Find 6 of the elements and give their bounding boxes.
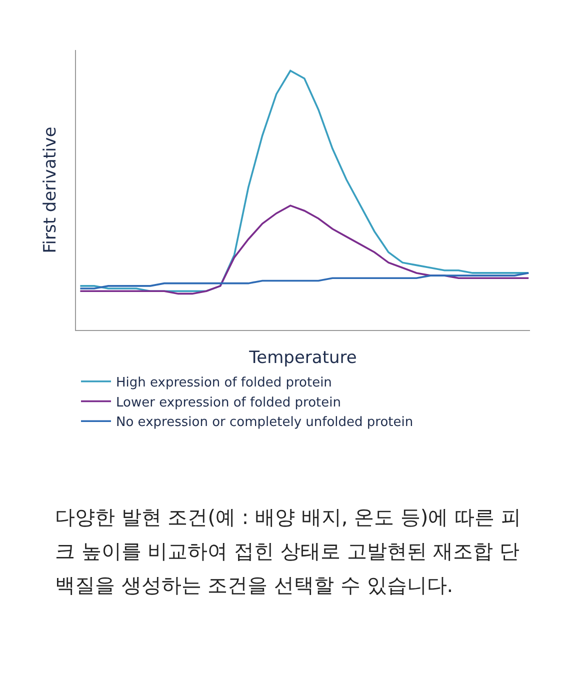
y-axis-title: First derivative — [40, 126, 61, 254]
legend-label: Lower expression of folded protein — [116, 395, 341, 410]
x-axis-title: Temperature — [248, 348, 357, 368]
text: 다양한 발현 조건(예 : 배양 배지, 온도 등)에 따른 피크 높이를 비교하여 접힌 상태로 고발현된 재조합 단백질을 생성하는 조건을 선택할 수 있습니다. — [55, 504, 522, 599]
legend-label: No expression or completely unfolded protein — [116, 415, 414, 430]
legend-label: High expression of folded protein — [116, 375, 332, 390]
